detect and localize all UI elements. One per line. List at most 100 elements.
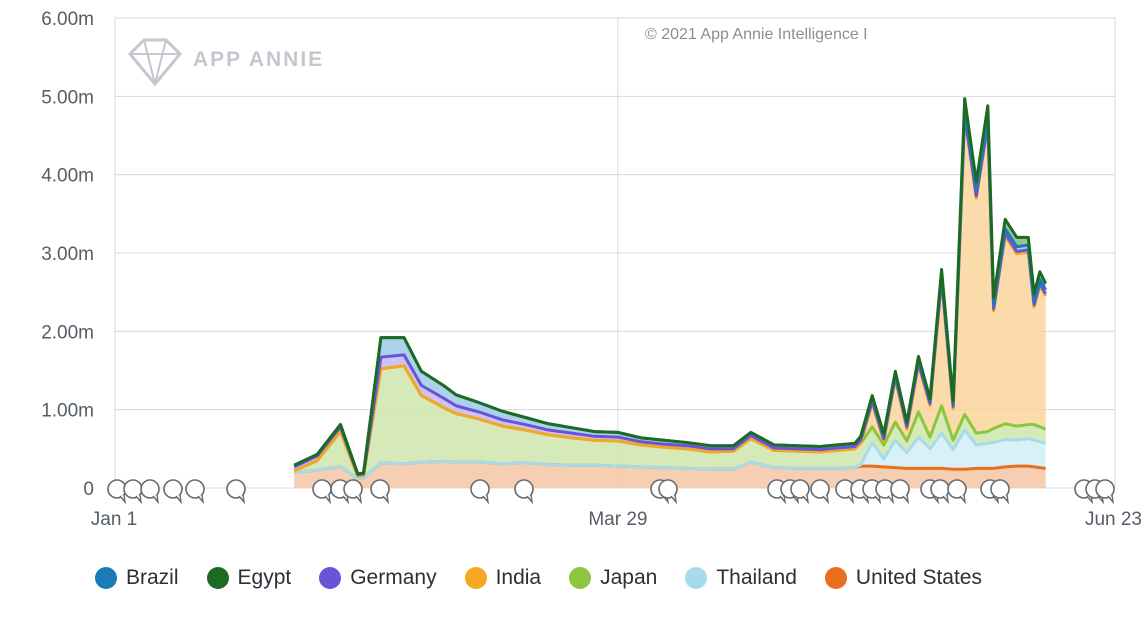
series-line-egypt [293,97,1047,476]
legend-swatch [464,567,487,589]
event-marker-bubble[interactable] [370,479,390,499]
legend-swatch [206,567,229,589]
event-marker-tail[interactable] [887,494,895,505]
event-marker-bubble[interactable] [343,479,363,499]
event-marker-bubble[interactable] [470,479,490,499]
event-marker-tail[interactable] [802,494,810,505]
event-marker-bubble[interactable] [790,479,810,499]
event-marker-tail[interactable] [1002,494,1010,505]
event-marker-bubble[interactable] [163,479,183,499]
event-marker-tail[interactable] [119,494,127,505]
x-tick-label: Jan 1 [91,509,137,530]
event-marker-icon[interactable] [343,479,363,505]
event-marker-icon[interactable] [123,479,143,505]
event-marker-tail[interactable] [382,494,390,505]
event-marker-bubble[interactable] [810,479,830,499]
event-marker-bubble[interactable] [890,479,910,499]
event-marker-bubble[interactable] [658,479,678,499]
event-marker-tail[interactable] [238,494,246,505]
event-markers[interactable] [107,479,1115,505]
legend-item-thailand[interactable]: Thailand [685,566,797,590]
event-marker-icon[interactable] [107,479,127,505]
x-tick-label: Mar 29 [588,509,647,530]
event-marker-bubble[interactable] [226,479,246,499]
event-marker-icon[interactable] [140,479,160,505]
x-axis-ticks: Jan 1 Mar 29 Jun 23 [91,509,1142,530]
y-tick-label: 4.00m [41,166,94,187]
y-tick-label: 1.00m [41,401,94,422]
event-marker-tail[interactable] [482,494,490,505]
legend-label: Thailand [716,566,797,589]
event-marker-icon[interactable] [890,479,910,505]
legend-item-india[interactable]: India [464,566,541,590]
event-marker-tail[interactable] [342,494,350,505]
legend-label: Egypt [237,566,292,589]
legend: Brazil Egypt Germany India Japan Thailand Unit… [95,566,982,590]
event-marker-icon[interactable] [312,479,332,505]
event-marker-bubble[interactable] [990,479,1010,499]
event-marker-icon[interactable] [990,479,1010,505]
x-tick-label: Jun 23 [1085,509,1142,530]
event-marker-icon[interactable] [1095,479,1115,505]
legend-swatch [824,567,847,589]
legend-swatch [569,567,592,589]
event-marker-icon[interactable] [930,479,950,505]
watermark-brand: APP ANNIE [193,48,324,71]
series-line-thailand [294,428,1047,481]
event-marker-tail[interactable] [324,494,332,505]
legend-item-egypt[interactable]: Egypt [206,566,292,590]
chart-lines [293,97,1047,481]
y-tick-label: 3.00m [41,244,94,265]
event-marker-icon[interactable] [185,479,205,505]
legend-swatch [685,567,708,589]
legend-item-brazil[interactable]: Brazil [95,566,179,590]
event-marker-icon[interactable] [810,479,830,505]
event-marker-tail[interactable] [1107,494,1115,505]
event-marker-icon[interactable] [370,479,390,505]
legend-label: Brazil [126,566,179,589]
event-marker-icon[interactable] [790,479,810,505]
event-marker-tail[interactable] [670,494,678,505]
event-marker-tail[interactable] [152,494,160,505]
legend-item-united-states[interactable]: United States [824,566,982,590]
event-marker-tail[interactable] [902,494,910,505]
event-marker-icon[interactable] [514,479,534,505]
app-annie-watermark: APP ANNIE [127,38,324,87]
y-tick-label: 5.00m [41,87,94,108]
event-marker-tail[interactable] [175,494,183,505]
event-marker-bubble[interactable] [947,479,967,499]
event-marker-icon[interactable] [226,479,246,505]
event-marker-bubble[interactable] [1095,479,1115,499]
y-tick-label: 0 [83,479,94,500]
legend-label: Germany [350,566,437,589]
event-marker-tail[interactable] [959,494,967,505]
legend-swatch [319,567,342,589]
event-marker-tail[interactable] [197,494,205,505]
event-marker-tail[interactable] [355,494,363,505]
y-axis-ticks: 0 1.00m 2.00m 3.00m 4.00m 5.00m 6.00m [41,9,94,500]
event-marker-tail[interactable] [526,494,534,505]
area-japan [294,365,1046,479]
event-marker-bubble[interactable] [185,479,205,499]
legend-item-germany[interactable]: Germany [319,566,437,590]
event-marker-tail[interactable] [874,494,882,505]
event-marker-icon[interactable] [658,479,678,505]
legend-label: United States [855,566,982,589]
legend-item-japan[interactable]: Japan [569,566,657,590]
legend-swatch [95,567,117,589]
event-marker-bubble[interactable] [140,479,160,499]
event-marker-tail[interactable] [135,494,143,505]
event-marker-tail[interactable] [779,494,787,505]
event-marker-tail[interactable] [847,494,855,505]
event-marker-icon[interactable] [470,479,490,505]
legend-label: Japan [600,566,658,589]
event-marker-icon[interactable] [947,479,967,505]
app-annie-logo-icon [127,38,183,87]
event-marker-icon[interactable] [163,479,183,505]
event-marker-tail[interactable] [942,494,950,505]
y-tick-label: 2.00m [41,322,94,343]
event-marker-bubble[interactable] [514,479,534,499]
event-marker-tail[interactable] [822,494,830,505]
y-tick-label: 6.00m [41,9,94,30]
